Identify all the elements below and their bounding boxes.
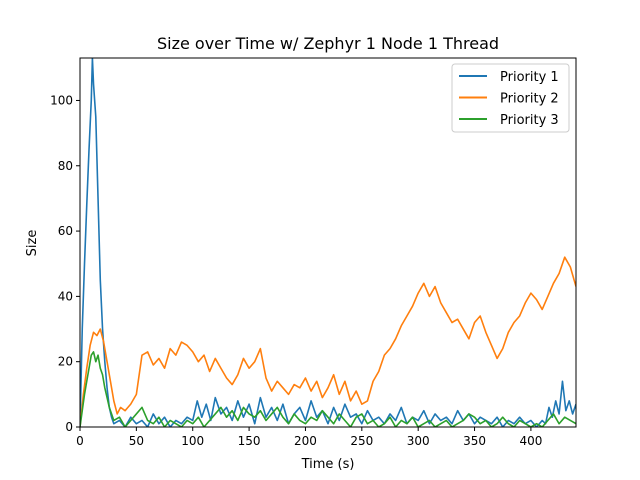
x-tick-label: 50 <box>129 434 144 448</box>
y-tick-label: 0 <box>65 420 73 434</box>
x-tick-label: 250 <box>350 434 373 448</box>
x-tick-label: 300 <box>407 434 430 448</box>
chart-title: Size over Time w/ Zephyr 1 Node 1 Thread <box>157 34 499 53</box>
x-axis-label: Time (s) <box>301 457 355 472</box>
series-line-2 <box>80 256 576 427</box>
legend-label-3: Priority 3 <box>500 113 559 128</box>
x-tick-label: 0 <box>76 434 84 448</box>
axes-layer: 0 50 100 150 200 250 300 350 400 0 20 40 60 80 100 <box>50 57 577 448</box>
series-line-1 <box>80 58 576 427</box>
y-tick-label: 20 <box>58 355 73 369</box>
legend-box <box>451 63 570 133</box>
legend: Priority 1 Priority 2 Priority 3 <box>451 63 570 133</box>
x-tick-label: 100 <box>181 434 204 448</box>
x-tick-label: 400 <box>519 434 542 448</box>
y-tick-label: 40 <box>58 289 73 303</box>
series-layer <box>80 58 576 427</box>
y-tick-label: 60 <box>58 224 73 238</box>
y-tick-label: 80 <box>58 159 73 173</box>
x-tick-label: 200 <box>294 434 317 448</box>
y-axis-label: Size <box>25 230 40 257</box>
y-tick-label: 100 <box>50 93 73 107</box>
x-tick-label: 150 <box>238 434 261 448</box>
legend-label-1: Priority 1 <box>500 70 559 85</box>
x-tick-label: 350 <box>463 434 486 448</box>
series-line-3 <box>80 351 576 427</box>
plot-frame <box>79 57 577 428</box>
legend-label-2: Priority 2 <box>500 92 559 107</box>
